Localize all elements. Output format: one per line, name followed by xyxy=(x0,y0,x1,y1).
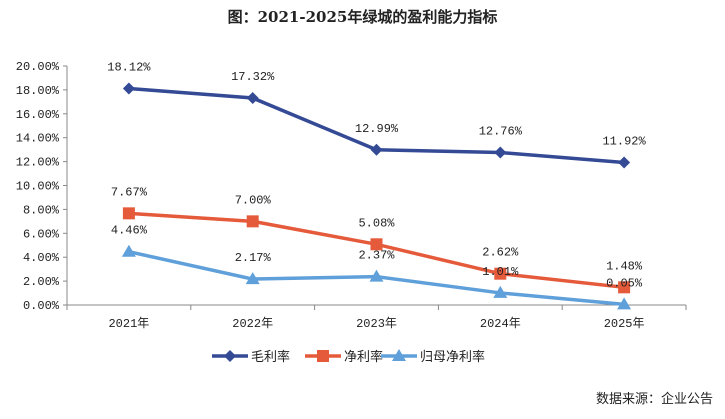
y-tick-label: 2.00% xyxy=(23,275,60,289)
chart-title: 图：2021-2025年绿城的盈利能力指标 xyxy=(227,8,498,26)
data-point xyxy=(370,238,383,251)
data-point xyxy=(617,297,632,310)
data-point xyxy=(246,215,259,228)
data-label: 5.08% xyxy=(358,216,395,230)
data-point xyxy=(618,156,631,169)
data-point xyxy=(494,267,507,280)
legend-label: 毛利率 xyxy=(251,349,290,365)
x-tick-label: 2023年 xyxy=(356,316,397,331)
data-label: 11.92% xyxy=(602,135,646,149)
data-label: 2.62% xyxy=(482,246,519,260)
data-label: 2.17% xyxy=(235,251,272,265)
y-tick-label: 4.00% xyxy=(23,251,60,265)
data-label: 7.67% xyxy=(111,185,148,199)
data-point xyxy=(245,272,260,285)
data-point xyxy=(121,244,136,257)
data-point xyxy=(122,207,135,220)
y-tick-label: 18.00% xyxy=(16,84,60,98)
y-tick-label: 12.00% xyxy=(16,156,60,170)
data-label: 2.37% xyxy=(358,249,395,263)
data-label: 1.01% xyxy=(482,265,519,279)
data-point xyxy=(246,92,259,105)
y-tick-label: 8.00% xyxy=(23,203,60,217)
x-tick-label: 2025年 xyxy=(604,316,645,331)
x-tick-label: 2022年 xyxy=(232,316,273,331)
data-label: 0.05% xyxy=(606,276,643,290)
data-source: 数据来源：企业公告 xyxy=(595,392,713,407)
data-point xyxy=(369,269,384,282)
y-tick-label: 0.00% xyxy=(23,299,60,313)
data-point xyxy=(494,146,507,159)
data-label: 17.32% xyxy=(231,70,275,84)
data-point xyxy=(618,281,631,294)
legend-label: 净利率 xyxy=(344,349,383,365)
data-label: 7.00% xyxy=(235,193,272,207)
y-tick-label: 16.00% xyxy=(16,108,60,122)
data-point xyxy=(493,285,508,298)
y-tick-label: 6.00% xyxy=(23,227,60,241)
y-tick-label: 20.00% xyxy=(16,60,60,74)
data-label: 18.12% xyxy=(107,60,151,74)
data-label: 12.76% xyxy=(479,125,523,139)
x-tick-label: 2021年 xyxy=(108,316,149,331)
data-label: 1.48% xyxy=(606,259,643,273)
data-label: 12.99% xyxy=(355,122,399,136)
x-tick-label: 2024年 xyxy=(480,316,521,331)
legend-marker xyxy=(317,350,329,362)
legend-marker xyxy=(224,350,236,362)
data-label: 4.46% xyxy=(111,224,148,238)
legend-label: 归母净利率 xyxy=(420,349,485,365)
y-tick-label: 14.00% xyxy=(16,132,60,146)
data-point xyxy=(122,82,135,95)
y-tick-label: 10.00% xyxy=(16,180,60,194)
legend-marker xyxy=(392,349,406,361)
data-point xyxy=(370,143,383,156)
